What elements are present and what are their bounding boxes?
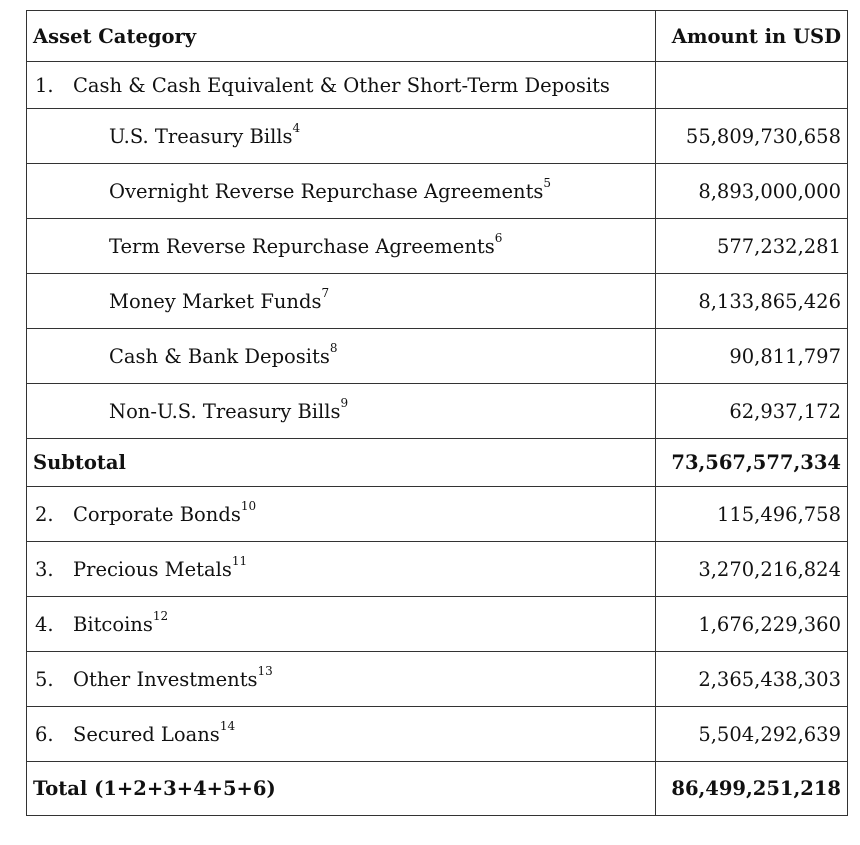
table-row: 5. Other Investments13 2,365,438,303 <box>26 651 848 707</box>
item-cell: Overnight Reverse Repurchase Agreements5 <box>26 163 656 219</box>
item-label: Cash & Bank Deposits <box>109 344 330 368</box>
category-amount: 2,365,438,303 <box>655 651 848 707</box>
item-cell: Non-U.S. Treasury Bills9 <box>26 383 656 439</box>
table-row: Non-U.S. Treasury Bills9 62,937,172 <box>26 383 848 439</box>
category-number: 2. <box>35 502 54 526</box>
category-number: 3. <box>35 557 54 581</box>
table-row: Overnight Reverse Repurchase Agreements5… <box>26 163 848 219</box>
category-number: 4. <box>35 612 54 636</box>
subtotal-row: Subtotal 73,567,577,334 <box>26 438 848 487</box>
item-amount: 8,893,000,000 <box>655 163 848 219</box>
asset-table: Asset Category Amount in USD 1. Cash & Ca… <box>26 10 848 816</box>
table-row: Term Reverse Repurchase Agreements6 577,… <box>26 218 848 274</box>
footnote-marker: 6 <box>494 231 503 245</box>
header-asset-category: Asset Category <box>26 10 656 62</box>
category-label: Corporate Bonds <box>73 502 241 526</box>
footnote-marker: 7 <box>321 286 330 300</box>
table-row: 6. Secured Loans14 5,504,292,639 <box>26 706 848 762</box>
category-cell: 5. Other Investments13 <box>26 651 656 707</box>
footnote-marker: 13 <box>257 664 273 678</box>
footnote-marker: 5 <box>543 176 552 190</box>
item-label: Overnight Reverse Repurchase Agreements <box>109 179 544 203</box>
item-amount: 55,809,730,658 <box>655 108 848 164</box>
section-cell-cash: 1. Cash & Cash Equivalent & Other Short-T… <box>26 61 656 109</box>
table-row: 3. Precious Metals11 3,270,216,824 <box>26 541 848 597</box>
header-amount: Amount in USD <box>655 10 848 62</box>
item-label: U.S. Treasury Bills <box>109 124 293 148</box>
table-row: 4. Bitcoins12 1,676,229,360 <box>26 596 848 652</box>
item-cell: Money Market Funds7 <box>26 273 656 329</box>
section-amount-empty <box>655 61 848 109</box>
category-amount: 3,270,216,824 <box>655 541 848 597</box>
category-number: 6. <box>35 722 54 746</box>
item-label: Money Market Funds <box>109 289 322 313</box>
section-number: 1. <box>35 73 54 97</box>
footnote-marker: 14 <box>219 719 236 733</box>
footnote-marker: 9 <box>340 396 349 410</box>
category-cell: 4. Bitcoins12 <box>26 596 656 652</box>
item-label: Non-U.S. Treasury Bills <box>109 399 341 423</box>
item-amount: 8,133,865,426 <box>655 273 848 329</box>
table-row: U.S. Treasury Bills4 55,809,730,658 <box>26 108 848 164</box>
section-row-cash: 1. Cash & Cash Equivalent & Other Short-T… <box>26 61 848 109</box>
total-row: Total (1+2+3+4+5+6) 86,499,251,218 <box>26 761 848 816</box>
category-amount: 115,496,758 <box>655 486 848 542</box>
item-amount: 62,937,172 <box>655 383 848 439</box>
category-label: Precious Metals <box>73 557 232 581</box>
section-label: Cash & Cash Equivalent & Other Short-Ter… <box>73 73 610 97</box>
item-label: Term Reverse Repurchase Agreements <box>109 234 495 258</box>
table-header-row: Asset Category Amount in USD <box>26 10 848 62</box>
table-row: 2. Corporate Bonds10 115,496,758 <box>26 486 848 542</box>
footnote-marker: 4 <box>292 121 301 135</box>
item-cell: Cash & Bank Deposits8 <box>26 328 656 384</box>
category-number: 5. <box>35 667 54 691</box>
table-row: Money Market Funds7 8,133,865,426 <box>26 273 848 329</box>
item-amount: 90,811,797 <box>655 328 848 384</box>
category-cell: 2. Corporate Bonds10 <box>26 486 656 542</box>
footnote-marker: 10 <box>240 499 257 513</box>
footnote-marker: 8 <box>329 341 338 355</box>
footnote-marker: 12 <box>152 609 169 623</box>
asset-table-container: Asset Category Amount in USD 1. Cash & Ca… <box>26 10 848 816</box>
table-row: Cash & Bank Deposits8 90,811,797 <box>26 328 848 384</box>
category-label: Secured Loans <box>73 722 220 746</box>
category-cell: 6. Secured Loans14 <box>26 706 656 762</box>
total-label: Total (1+2+3+4+5+6) <box>26 761 656 816</box>
item-cell: U.S. Treasury Bills4 <box>26 108 656 164</box>
item-amount: 577,232,281 <box>655 218 848 274</box>
footnote-marker: 11 <box>231 554 248 568</box>
item-cell: Term Reverse Repurchase Agreements6 <box>26 218 656 274</box>
total-amount: 86,499,251,218 <box>655 761 848 816</box>
subtotal-amount: 73,567,577,334 <box>655 438 848 487</box>
subtotal-label: Subtotal <box>26 438 656 487</box>
category-cell: 3. Precious Metals11 <box>26 541 656 597</box>
category-label: Other Investments <box>73 667 258 691</box>
category-amount: 1,676,229,360 <box>655 596 848 652</box>
category-label: Bitcoins <box>73 612 153 636</box>
category-amount: 5,504,292,639 <box>655 706 848 762</box>
